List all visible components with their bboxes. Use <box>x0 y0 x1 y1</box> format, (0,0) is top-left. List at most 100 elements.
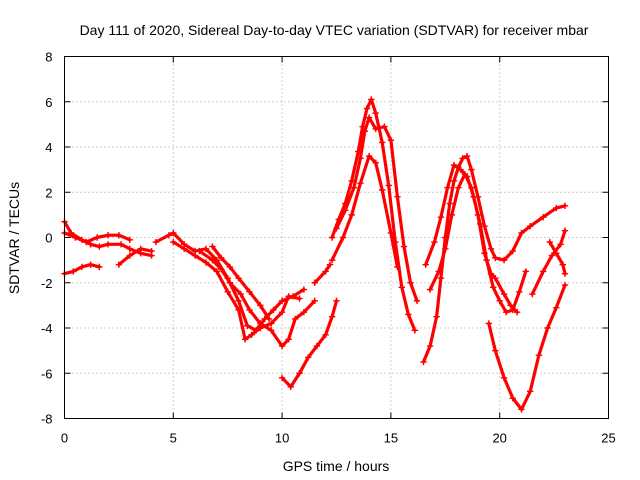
data-point-marker <box>435 268 442 275</box>
data-point-marker <box>492 254 499 262</box>
data-point-marker <box>461 170 469 178</box>
data-point-marker <box>426 342 434 350</box>
data-point-marker <box>459 155 466 162</box>
series-trace <box>117 247 154 267</box>
data-point-marker <box>87 241 94 248</box>
data-point-marker <box>372 109 379 117</box>
data-point-marker <box>503 308 510 316</box>
data-point-marker <box>93 234 101 241</box>
data-point-marker <box>241 336 249 343</box>
data-point-marker <box>398 284 405 291</box>
data-point-marker <box>387 137 395 144</box>
data-point-marker <box>72 234 79 241</box>
grid-lines <box>64 56 609 419</box>
data-point-marker <box>196 247 203 255</box>
data-point-marker <box>500 374 508 381</box>
data-point-marker <box>394 263 401 271</box>
data-point-marker <box>213 268 221 275</box>
data-point-marker <box>226 279 234 286</box>
data-point-marker <box>117 241 125 248</box>
data-point-marker <box>561 281 569 289</box>
data-point-marker <box>224 288 231 295</box>
y-tick-label: 8 <box>45 50 52 65</box>
data-point-marker <box>78 263 86 271</box>
series-trace <box>154 231 306 332</box>
data-point-marker <box>444 184 451 191</box>
x-tick-label: 0 <box>61 431 68 446</box>
series-arc-7 <box>196 247 318 350</box>
data-point-marker <box>546 238 553 246</box>
data-point-marker <box>285 336 292 343</box>
x-tick-label: 5 <box>170 431 177 446</box>
y-tick-label: -8 <box>41 412 53 427</box>
data-point-marker <box>126 252 133 259</box>
data-point-marker <box>137 245 144 253</box>
data-point-marker <box>378 139 386 146</box>
data-point-marker <box>381 123 388 130</box>
data-point-marker <box>278 308 286 316</box>
data-point-marker <box>553 250 560 257</box>
data-point-marker <box>468 184 475 191</box>
series-trace <box>280 299 339 389</box>
data-point-marker <box>492 347 499 354</box>
data-point-marker <box>557 241 564 248</box>
series-arc-3 <box>61 261 103 277</box>
series-trace <box>334 116 419 303</box>
series-arc-2 <box>61 229 133 246</box>
data-point-marker <box>246 288 253 295</box>
data-point-marker <box>365 152 373 160</box>
data-point-marker <box>339 234 347 241</box>
series-arc-13 <box>328 152 401 271</box>
data-point-marker <box>268 327 275 334</box>
series-arc-17 <box>485 281 569 413</box>
data-point-marker <box>357 155 364 162</box>
data-point-marker <box>522 268 530 275</box>
data-point-marker <box>553 304 560 311</box>
data-point-marker <box>322 331 329 338</box>
data-point-marker <box>322 268 329 275</box>
data-point-marker <box>468 166 475 173</box>
x-tick-label: 20 <box>492 431 506 446</box>
data-point-marker <box>152 238 160 246</box>
data-point-marker <box>257 320 264 327</box>
x-tick-label: 10 <box>275 431 289 446</box>
data-point-marker <box>226 263 234 271</box>
data-point-marker <box>363 105 371 112</box>
data-point-marker <box>278 342 286 350</box>
series-trace <box>171 240 302 341</box>
data-point-marker <box>180 245 188 253</box>
series-arc-18 <box>529 227 569 298</box>
data-point-marker <box>278 374 286 381</box>
data-point-marker <box>202 245 210 253</box>
data-point-marker <box>104 241 112 248</box>
data-point-marker <box>559 261 567 268</box>
series-arc-16 <box>426 170 521 316</box>
chart-title: Day 111 of 2020, Sidereal Day-to-day VTE… <box>80 22 589 38</box>
data-point-marker <box>500 290 508 298</box>
data-point-marker <box>235 306 242 314</box>
data-point-marker <box>411 327 419 334</box>
data-point-marker <box>328 313 336 320</box>
data-point-marker <box>342 207 349 214</box>
data-point-marker <box>244 322 251 329</box>
data-point-marker <box>496 297 503 305</box>
data-point-marker <box>296 295 303 302</box>
data-point-marker <box>518 229 525 237</box>
data-point-marker <box>548 252 556 259</box>
data-point-marker <box>561 202 569 210</box>
data-point-marker <box>87 261 94 268</box>
data-point-marker <box>96 263 103 271</box>
data-point-marker <box>487 270 495 277</box>
data-point-marker <box>507 302 514 309</box>
data-point-marker <box>437 275 445 282</box>
data-point-marker <box>529 290 536 298</box>
data-point-marker <box>248 331 255 338</box>
data-point-marker <box>407 279 414 286</box>
data-point-marker <box>420 358 427 366</box>
data-series <box>61 96 569 413</box>
data-point-marker <box>209 243 216 250</box>
data-point-marker <box>333 225 340 232</box>
data-point-marker <box>535 351 543 359</box>
data-point-marker <box>368 96 375 103</box>
data-point-marker <box>350 184 358 191</box>
